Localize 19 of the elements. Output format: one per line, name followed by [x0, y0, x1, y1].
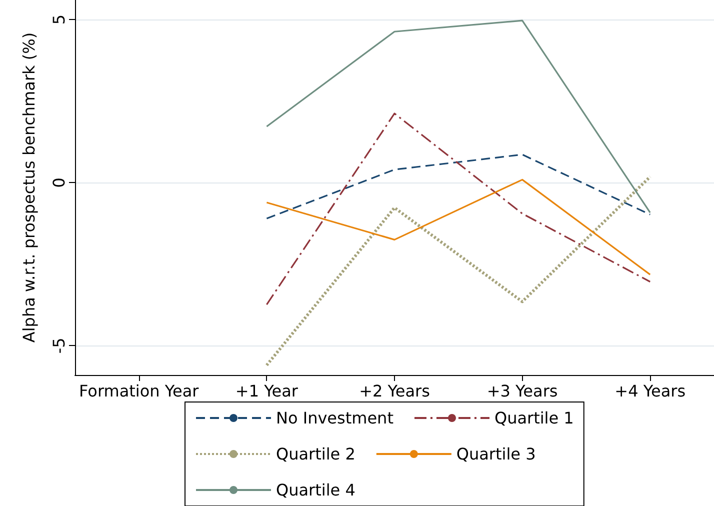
x-tick-label: Formation Year [79, 382, 200, 400]
line-series [266, 154, 651, 220]
legend-label: Quartile 2 [276, 444, 356, 464]
x-tick-label: +3 Years [486, 382, 558, 400]
x-tick-label: +1 Year [235, 382, 298, 400]
legend-label: Quartile 3 [456, 444, 536, 464]
line-series [266, 178, 651, 276]
legend-label: No Investment [276, 408, 394, 428]
y-tick-label: -5 [50, 338, 68, 354]
y-tick-label: 0 [50, 178, 68, 188]
legend-label: Quartile 1 [494, 408, 574, 428]
legend-label: Quartile 4 [276, 480, 356, 500]
line-series [265, 175, 652, 367]
x-tick-label: +4 Years [614, 382, 686, 400]
y-axis-title: Alpha w.r.t. prospectus benchmark (%) [20, 32, 38, 343]
line-series [266, 112, 651, 306]
line-series [266, 20, 651, 214]
y-tick-label: 5 [50, 14, 68, 25]
x-tick-label: +2 Years [359, 382, 430, 400]
